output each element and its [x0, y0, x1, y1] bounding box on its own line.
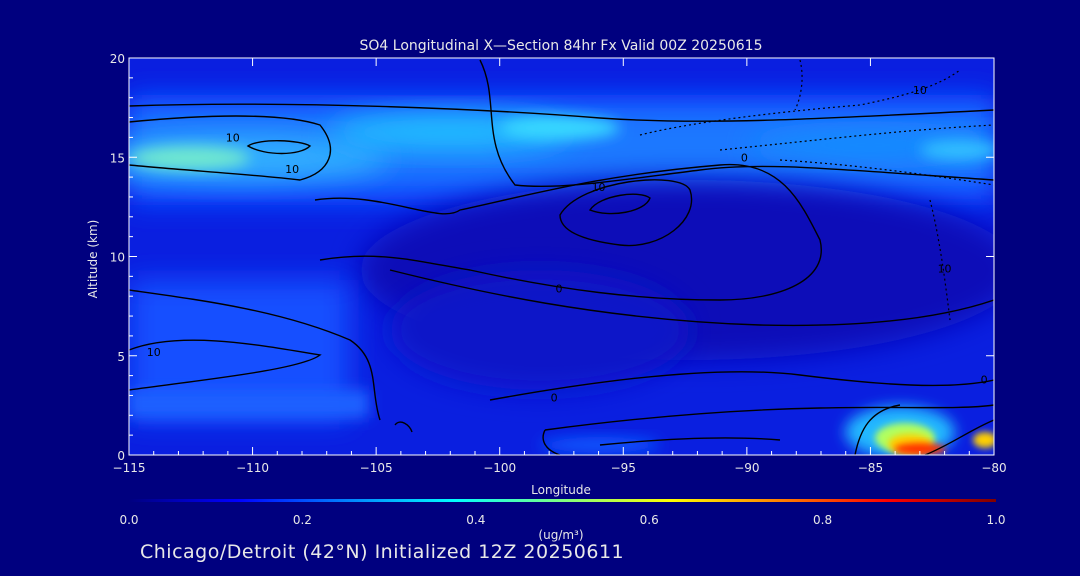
contour-label: 0	[741, 151, 748, 164]
y-tick-label: 0	[117, 449, 125, 463]
colorbar-label: (ug/m³)	[538, 528, 583, 542]
colorbar-tick-label: 0.6	[640, 513, 659, 527]
x-tick-label: −85	[858, 461, 883, 475]
y-tick-label: 10	[110, 251, 125, 265]
contour-label: 10	[592, 181, 606, 194]
x-tick-label: −115	[113, 461, 146, 475]
y-tick-label: 20	[110, 52, 125, 66]
axes: −115 −110 −105 −100 −95 −90 −85 −80 0 5 10 15 20	[110, 52, 1007, 475]
contour-label: 0	[551, 391, 558, 404]
y-axis-label: Altitude (km)	[86, 220, 100, 299]
y-axis: 0 5 10 15 20	[110, 52, 994, 463]
contour-label: 10	[147, 346, 161, 359]
colorbar-tick-label: 0.2	[293, 513, 312, 527]
contour-label: 0	[981, 374, 988, 387]
contour-label: 0	[556, 282, 563, 295]
x-axis: −115 −110 −105 −100 −95 −90 −85 −80	[113, 58, 1007, 475]
colorbar-strip	[129, 499, 996, 502]
contour-label-group: 10 10 10 0 0 0 10 10 10 0	[147, 84, 988, 405]
x-tick-label: −95	[611, 461, 636, 475]
contour-label: 10	[938, 262, 952, 275]
x-axis-label: Longitude	[531, 483, 591, 497]
footer-caption: Chicago/Detroit (42°N) Initialized 12Z 2…	[140, 541, 625, 563]
x-tick-label: −100	[483, 461, 516, 475]
chart-title: SO4 Longitudinal X—Section 84hr Fx Valid…	[360, 38, 763, 54]
colorbar-ticks: 0.0 0.2 0.4 0.6 0.8 1.0	[119, 513, 1005, 527]
concentration-field	[129, 58, 994, 455]
x-tick-label: −105	[360, 461, 393, 475]
y-tick-label: 15	[110, 151, 125, 165]
colorbar-tick-label: 0.0	[119, 513, 138, 527]
contour-label: 10	[226, 131, 240, 144]
contour-label: 10	[913, 84, 927, 97]
colorbar-tick-label: 1.0	[986, 513, 1005, 527]
y-tick-label: 5	[117, 350, 125, 364]
negative-contours	[639, 59, 994, 321]
contour-lines	[129, 59, 994, 455]
contour-label: 10	[285, 163, 299, 176]
colorbar-tick-label: 0.8	[813, 513, 832, 527]
colorbar-tick-label: 0.4	[466, 513, 485, 527]
x-tick-label: −110	[236, 461, 269, 475]
x-tick-label: −80	[981, 461, 1006, 475]
colorbar: 0.0 0.2 0.4 0.6 0.8 1.0 (ug/m³)	[119, 499, 1006, 542]
x-tick-label: −90	[734, 461, 759, 475]
